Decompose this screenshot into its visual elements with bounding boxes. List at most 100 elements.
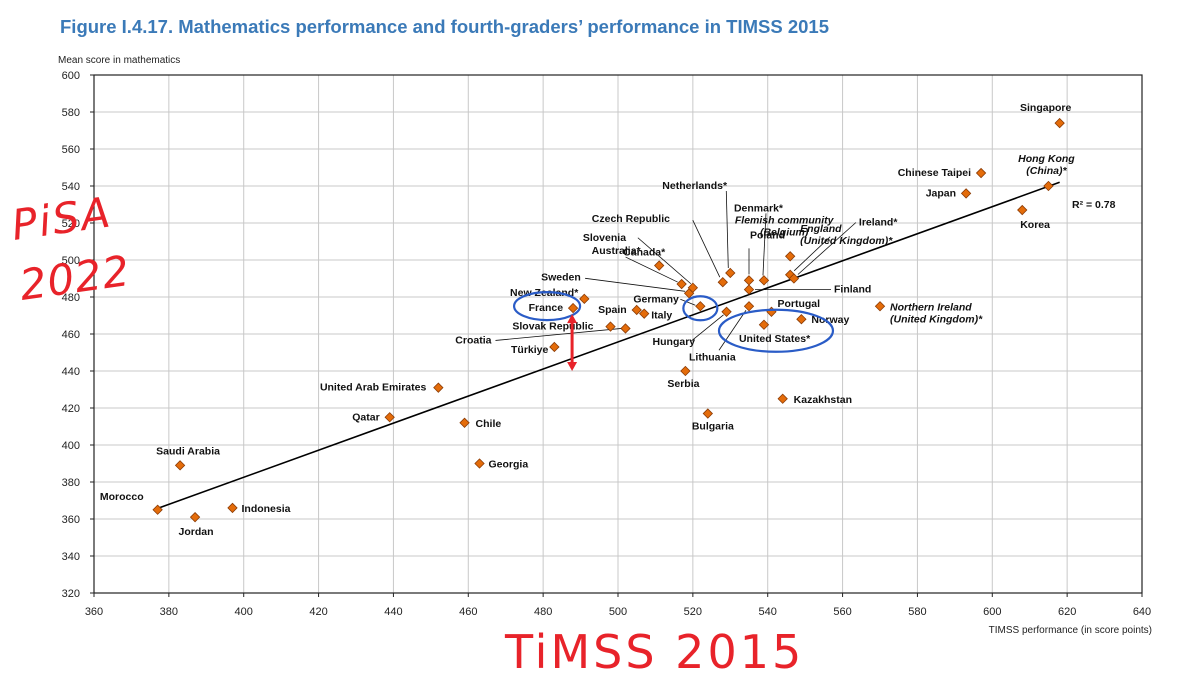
point-label: Chile <box>476 418 502 430</box>
data-points <box>152 117 1065 523</box>
point-label: Flemish community (Belgium) <box>735 214 835 238</box>
point-label: Saudi Arabia <box>156 445 220 457</box>
point-label: Chinese Taipei <box>898 167 971 179</box>
data-point-marker <box>687 282 699 293</box>
y-tick-label: 480 <box>62 292 80 304</box>
point-label: Australia* <box>592 245 642 257</box>
point-label: United States* <box>739 333 811 345</box>
point-labels: Morocco Saudi Arabia Jordan Indonesia Qatar U… <box>100 102 1075 538</box>
x-tick-label: 420 <box>309 606 327 618</box>
blue-circle-germany <box>682 295 719 322</box>
data-point-marker <box>620 323 631 334</box>
data-point-marker <box>152 504 163 515</box>
point-label: Hungary <box>653 336 696 348</box>
data-point-marker <box>680 365 691 377</box>
data-point-marker <box>960 188 972 199</box>
data-point-marker <box>777 393 788 404</box>
red-arrow-head-up <box>567 314 578 324</box>
leader-line <box>625 256 678 283</box>
point-label: Bulgaria <box>692 421 734 433</box>
leader-line <box>725 190 729 268</box>
data-point-marker <box>743 284 755 295</box>
regression-line <box>153 181 1060 511</box>
point-label: Georgia <box>489 459 529 471</box>
y-tick-label: 500 <box>62 255 80 267</box>
data-point-marker <box>631 304 642 316</box>
point-label: England (United Kingdom)* <box>800 223 893 247</box>
data-point-marker <box>788 273 800 284</box>
point-label: United Arab Emirates <box>320 382 427 394</box>
x-tick-label: 560 <box>833 606 851 618</box>
x-tick-label: 540 <box>759 606 777 618</box>
point-label: Türkiye <box>511 344 549 356</box>
leader-lines <box>495 190 857 351</box>
point-label: Portugal <box>777 298 820 310</box>
point-label: Ireland* <box>859 217 898 229</box>
data-point-marker <box>785 251 796 262</box>
y-tick-label: 460 <box>62 329 80 341</box>
data-point-marker <box>1017 204 1028 216</box>
y-tick-label: 320 <box>62 588 80 600</box>
data-point-marker <box>605 321 616 332</box>
data-point-marker <box>567 302 579 314</box>
x-tick-label: 440 <box>384 606 402 618</box>
x-tick-label: 400 <box>235 606 253 618</box>
leader-line <box>762 213 767 276</box>
data-point-marker <box>174 460 186 471</box>
y-tick-label: 340 <box>62 551 80 563</box>
data-point-marker <box>758 275 770 286</box>
point-label: Italy <box>651 310 672 322</box>
handwritten-pisa-line1: PiSA <box>9 187 115 249</box>
point-label: Finland <box>834 284 871 296</box>
x-tick-label: 500 <box>609 606 627 618</box>
data-point-marker <box>189 511 201 523</box>
axes: 360 380 400 420 440 460 480 500 520 540 560 580 600 6… <box>62 70 1152 618</box>
point-label: Croatia <box>455 334 491 346</box>
point-label: Hong Kong (China)* <box>1018 153 1075 177</box>
data-point-marker <box>695 301 706 312</box>
leader-line <box>691 314 724 342</box>
data-point-marker <box>459 417 470 428</box>
point-label: Korea <box>1020 219 1050 231</box>
point-label: Qatar <box>352 411 379 423</box>
y-tick-label: 360 <box>62 514 80 526</box>
point-label: Lithuania <box>689 351 736 363</box>
point-label: Northern Ireland (United Kingdom)* <box>890 301 983 325</box>
point-label: Morocco <box>100 491 144 503</box>
data-point-marker <box>721 306 732 317</box>
y-tick-label: 520 <box>62 218 80 230</box>
data-point-marker <box>766 306 777 317</box>
y-tick-label: 380 <box>62 477 80 489</box>
data-point-marker <box>676 278 687 290</box>
r-squared-label: R² = 0.78 <box>1072 199 1116 211</box>
x-axis-label: TIMSS performance (in score points) <box>989 625 1152 636</box>
point-label: Serbia <box>667 378 699 390</box>
leader-line <box>718 310 747 351</box>
data-point-marker <box>758 319 770 330</box>
point-label: Poland <box>750 229 785 241</box>
x-tick-label: 380 <box>160 606 178 618</box>
leader-line <box>797 222 857 275</box>
data-point-marker <box>639 308 650 319</box>
data-point-marker <box>384 412 395 423</box>
y-axis-label: Mean score in mathematics <box>58 55 180 66</box>
point-label: Indonesia <box>241 503 290 515</box>
handwritten-pisa-label: PiSA 2022 <box>9 187 134 309</box>
data-point-marker <box>743 275 755 286</box>
y-tick-label: 420 <box>62 403 80 415</box>
data-point-marker <box>743 301 755 312</box>
data-point-marker <box>654 260 665 271</box>
point-label: Slovenia <box>583 232 626 244</box>
data-point-marker <box>474 458 485 469</box>
data-point-marker <box>796 314 807 325</box>
point-label: Netherlands* <box>662 180 728 192</box>
point-label: Denmark* <box>734 202 784 214</box>
y-tick-label: 580 <box>62 107 80 119</box>
point-label: Czech Republic <box>592 213 670 225</box>
y-tick-label: 400 <box>62 440 80 452</box>
figure-title: Figure I.4.17. Mathematics performance a… <box>60 16 829 37</box>
leader-line <box>637 237 692 285</box>
point-label: France <box>529 302 564 314</box>
trendline <box>153 181 1060 511</box>
leader-line <box>692 220 721 278</box>
